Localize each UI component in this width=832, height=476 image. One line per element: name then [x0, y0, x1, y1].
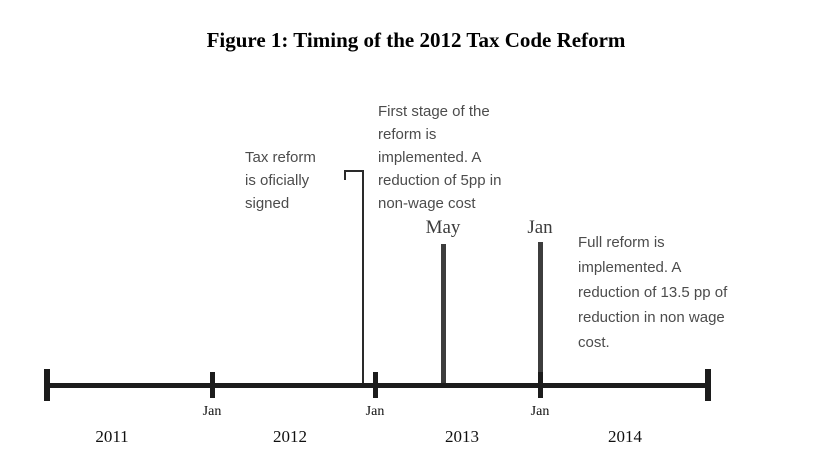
figure-title: Figure 1: Timing of the 2012 Tax Code Re… — [206, 28, 626, 52]
annotation-line: signed — [245, 195, 290, 212]
annotation-line: non-wage cost — [378, 195, 476, 212]
tick-label-jan-3: Jan — [530, 404, 550, 419]
axis-right-end-cap — [705, 369, 711, 401]
annotation-line: reduction of 5pp in — [378, 172, 502, 189]
month-label-jan: Jan — [527, 217, 553, 238]
tick-label-jan-2: Jan — [365, 404, 385, 419]
annotation-line: reduction in non wage — [578, 309, 725, 326]
connector-stub — [344, 170, 346, 180]
axis-left-end-cap — [44, 369, 50, 401]
annotation-line: cost. — [578, 334, 610, 351]
annotation-line: implemented. A — [578, 259, 682, 276]
connector-vertical — [362, 170, 364, 385]
timeline-axis — [45, 383, 711, 388]
tick-jan-2012 — [210, 372, 215, 398]
event-line-may — [441, 244, 446, 388]
annotation-signed: Tax reform is oficially signed — [245, 146, 345, 215]
annotation-line: is oficially — [245, 172, 310, 189]
tick-jan-2014 — [538, 372, 543, 398]
year-label-2012: 2012 — [273, 427, 307, 446]
annotation-line: Full reform is — [578, 234, 665, 251]
tick-jan-2013 — [373, 372, 378, 398]
annotation-full-reform: Full reform is implemented. A reduction … — [578, 230, 778, 355]
annotation-line: reform is — [378, 126, 437, 143]
year-label-2013: 2013 — [445, 427, 479, 446]
annotation-line: reduction of 13.5 pp of — [578, 284, 728, 301]
event-line-jan — [538, 242, 543, 388]
tick-label-jan-1: Jan — [202, 404, 222, 419]
annotation-line: implemented. A — [378, 149, 482, 166]
month-label-may: May — [425, 217, 461, 238]
annotation-line: First stage of the — [378, 103, 490, 120]
year-label-2011: 2011 — [95, 427, 129, 446]
annotation-line: Tax reform — [245, 149, 316, 166]
annotation-first-stage: First stage of the reform is implemented… — [378, 100, 533, 215]
connector-horizontal — [344, 170, 364, 172]
year-label-2014: 2014 — [608, 427, 642, 446]
